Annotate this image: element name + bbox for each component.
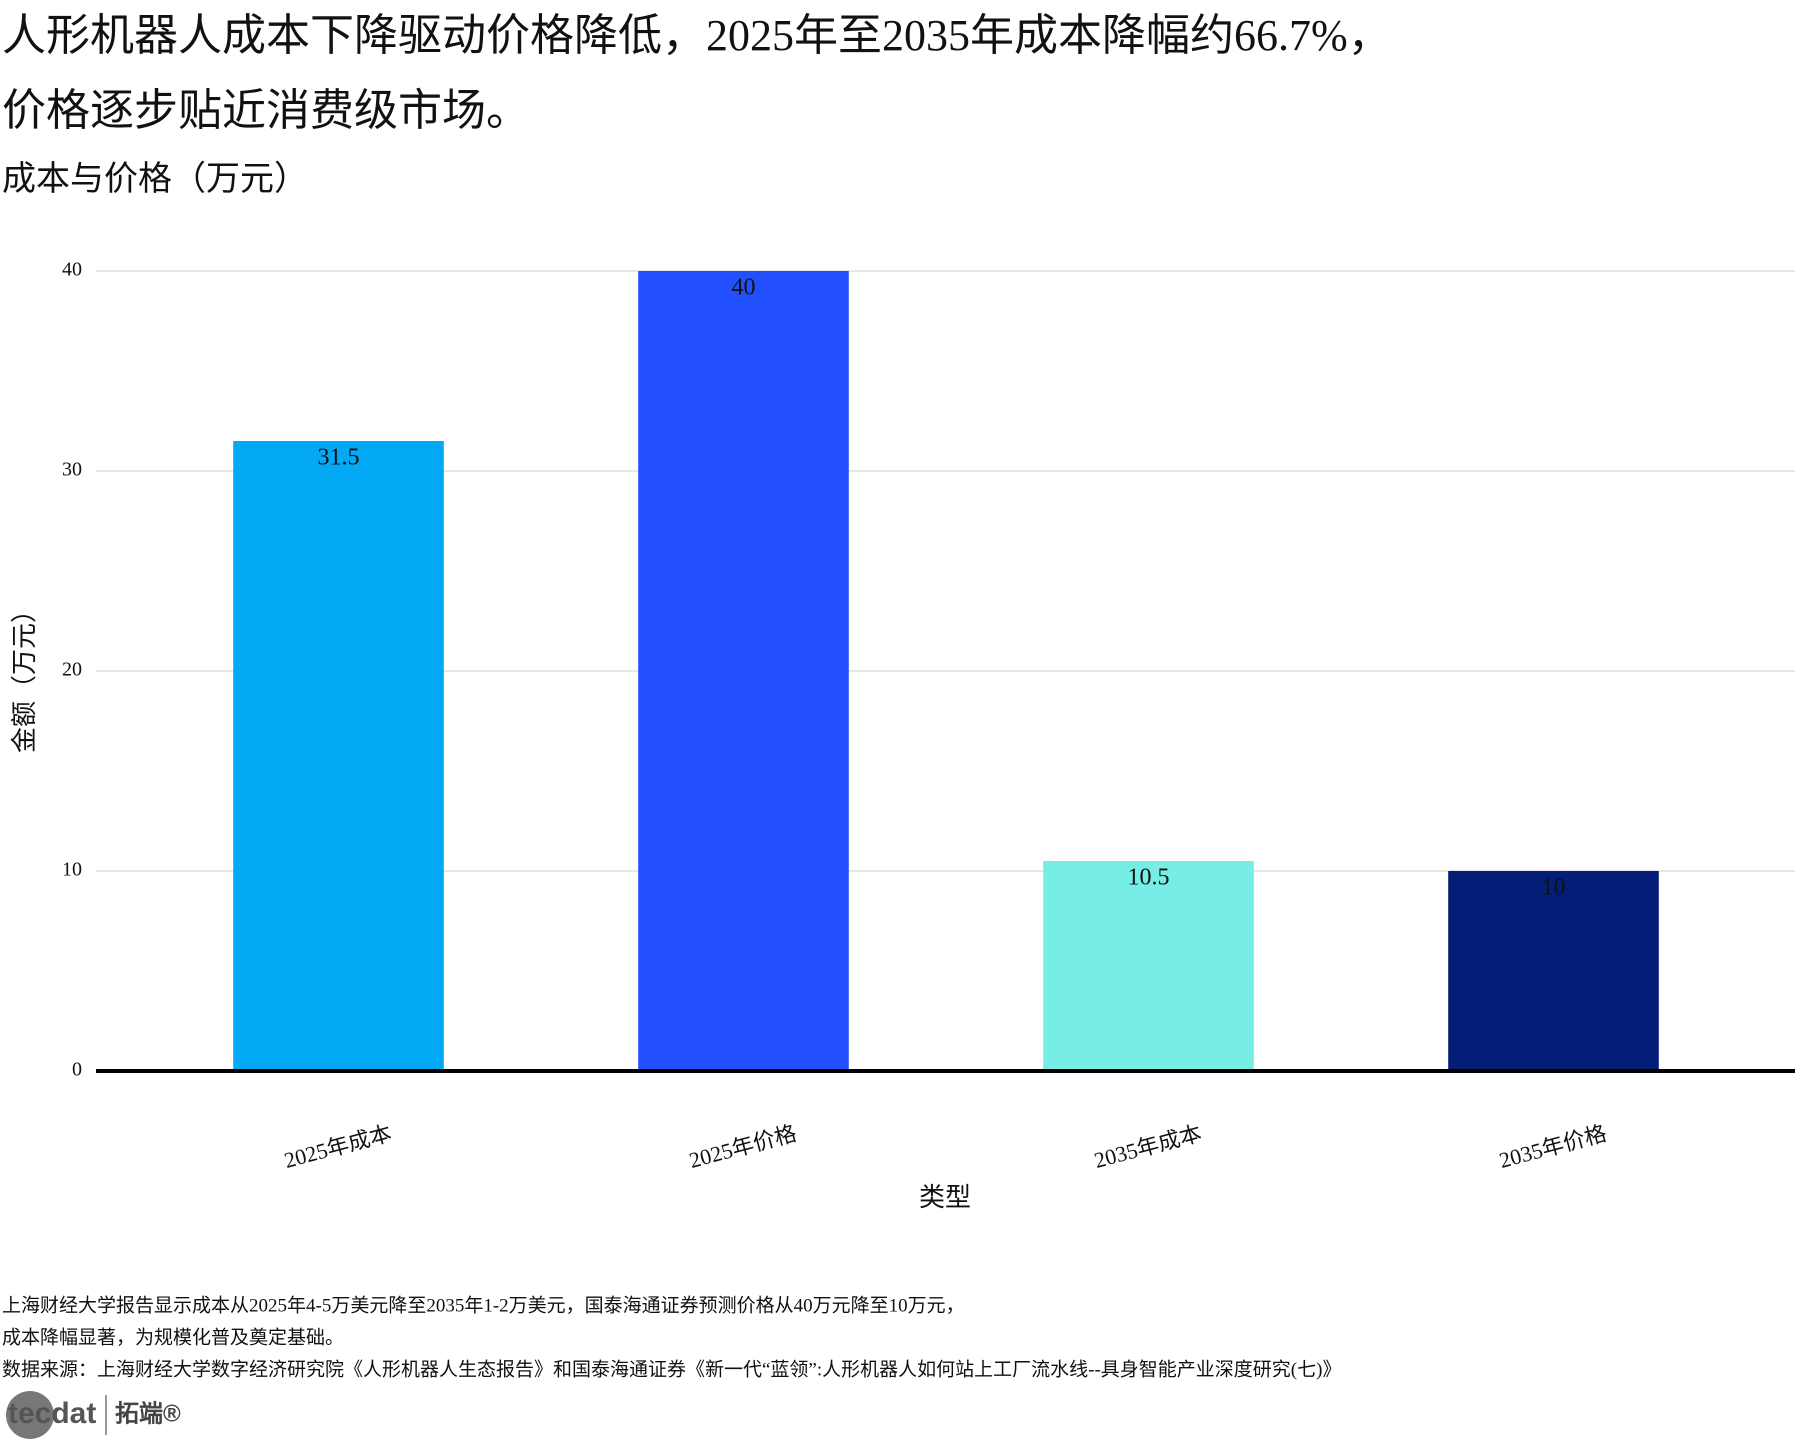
bar	[1448, 871, 1659, 1071]
y-tick-label: 20	[62, 659, 82, 681]
bar	[638, 271, 849, 1071]
brand-name: 拓端®	[115, 1400, 181, 1427]
logo-mark	[6, 1391, 54, 1439]
x-axis-label: 类型	[919, 1183, 971, 1212]
note: 数据来源：上海财经大学数字经济研究院《人形机器人生态报告》和国泰海通证券《新一代…	[2, 1358, 1341, 1380]
bar	[233, 441, 444, 1071]
y-tick-label: 40	[62, 259, 82, 281]
value-label: 40	[732, 275, 756, 301]
note: 上海财经大学报告显示成本从2025年4-5万美元降至2035年1-2万美元，国泰…	[2, 1294, 965, 1316]
chart-title: 价格逐步贴近消费级市场。	[2, 86, 530, 135]
x-tick-label: 2035年价格	[1496, 1120, 1609, 1173]
brand-logo: tecdat	[8, 1397, 96, 1430]
x-tick-label: 2025年价格	[686, 1120, 799, 1173]
value-label: 10.5	[1128, 865, 1170, 891]
y-axis-label: 金额（万元）	[10, 597, 39, 753]
chart-title: 人形机器人成本下降驱动价格降低，2025年至2035年成本降幅约66.7%，	[2, 11, 1392, 60]
x-tick-label: 2025年成本	[281, 1120, 394, 1173]
y-tick-label: 30	[62, 459, 82, 481]
value-label: 10	[1542, 875, 1566, 901]
x-tick-label: 2035年成本	[1091, 1120, 1204, 1173]
y-tick-label: 10	[62, 859, 82, 881]
value-label: 31.5	[318, 445, 360, 471]
chart-subtitle: 成本与价格（万元）	[2, 160, 308, 198]
y-tick-label: 0	[72, 1059, 82, 1081]
bar	[1043, 861, 1254, 1071]
note: 成本降幅显著，为规模化普及奠定基础。	[2, 1326, 344, 1348]
